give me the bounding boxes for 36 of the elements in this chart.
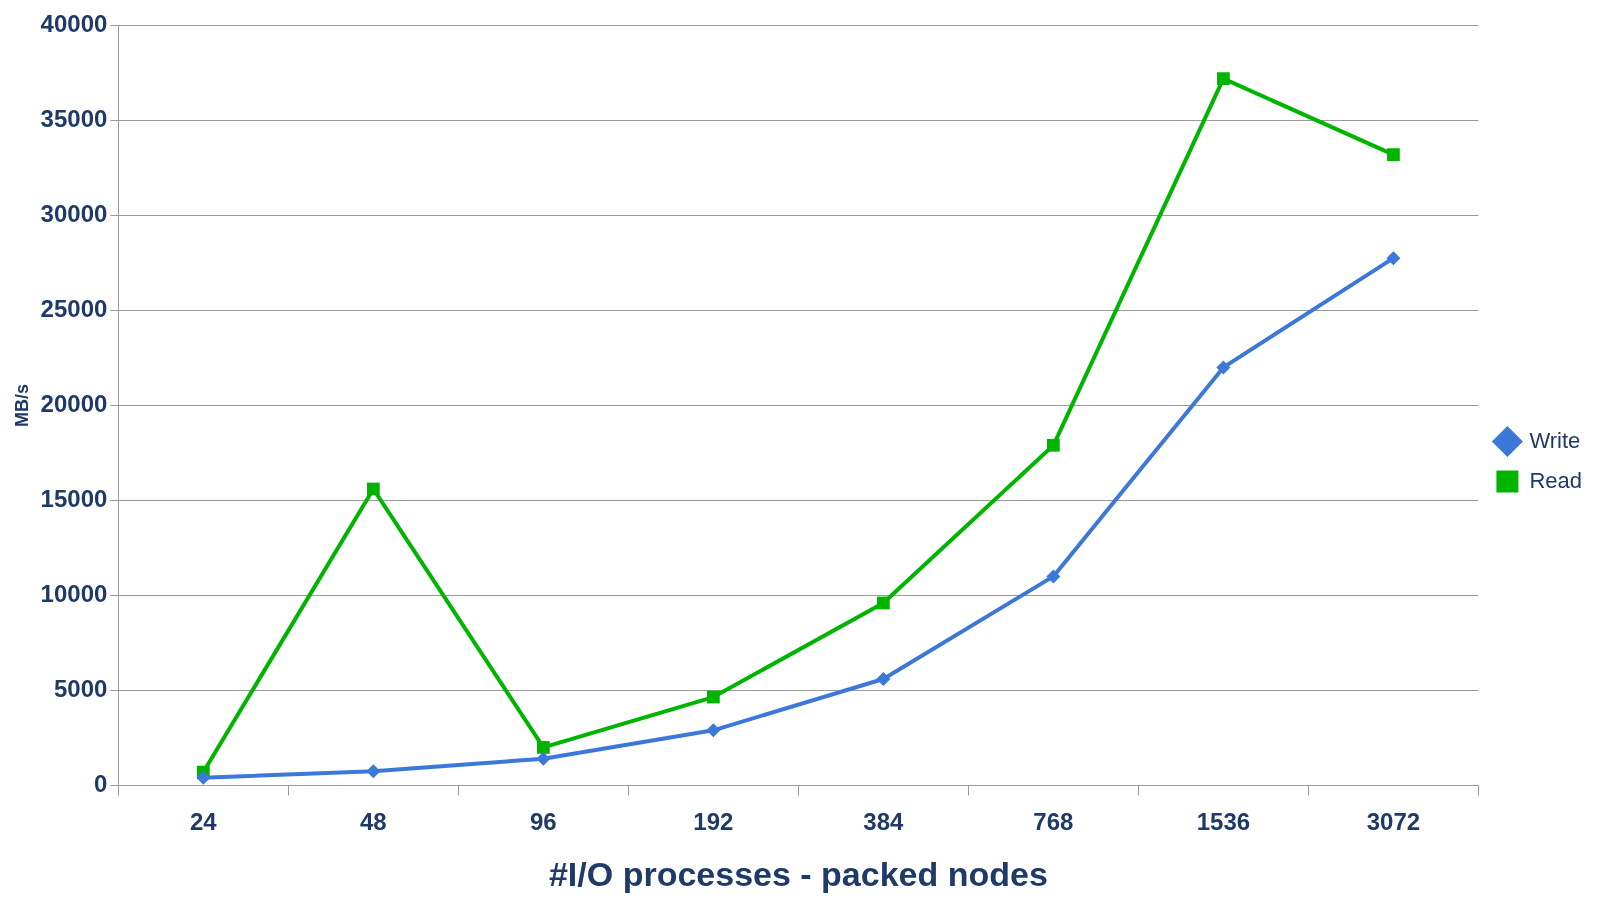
legend-label: Write — [1529, 427, 1581, 453]
y-tick-label: 35000 — [40, 105, 108, 133]
legend-label: Read — [1529, 467, 1582, 493]
x-tick-label: 48 — [360, 808, 387, 836]
y-tick-label: 0 — [93, 770, 108, 798]
point — [707, 690, 720, 704]
point — [196, 770, 211, 785]
point — [1047, 438, 1060, 452]
x-tick-label: 384 — [863, 808, 905, 836]
x-tick-label: 768 — [1033, 808, 1074, 836]
point — [536, 751, 551, 766]
point — [1387, 148, 1400, 161]
x-tick-label: 3072 — [1366, 808, 1421, 836]
y-tick-label: 30000 — [40, 200, 108, 228]
y-tick-label: 20000 — [40, 390, 108, 418]
x-tick-label: 24 — [189, 808, 218, 836]
x-tick-label: 192 — [693, 808, 734, 836]
y-tick-label: 25000 — [40, 295, 108, 323]
x-tick-label: 1536 — [1196, 808, 1251, 836]
y-tick-label: 15000 — [40, 485, 108, 513]
y-tick-label: 10000 — [40, 580, 108, 608]
y-axis-title: MB/s — [11, 383, 32, 427]
y-tick-label: 40000 — [40, 10, 108, 38]
point — [1217, 72, 1230, 85]
point — [537, 741, 550, 754]
point — [1046, 569, 1061, 584]
x-tick-label: 96 — [530, 808, 557, 836]
point — [706, 723, 721, 738]
point — [877, 596, 890, 610]
point — [1386, 251, 1401, 266]
point — [1216, 360, 1231, 375]
point — [366, 482, 380, 496]
y-tick-label: 5000 — [53, 675, 108, 703]
point — [876, 672, 891, 686]
point — [366, 764, 381, 779]
x-axis-title: #I/O processes - packed nodes — [548, 854, 1048, 893]
